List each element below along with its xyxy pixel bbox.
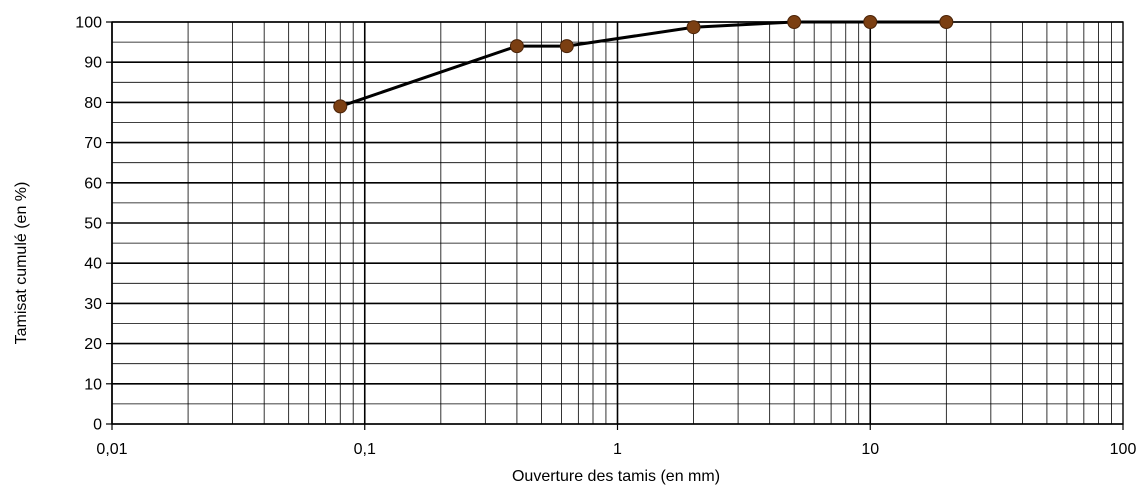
- grid: [111, 21, 1123, 425]
- y-tick-label: 60: [84, 175, 102, 192]
- data-point: [333, 99, 348, 114]
- y-axis-label: Tamisat cumulé (en %): [13, 182, 30, 345]
- data-point: [509, 39, 524, 54]
- plot-frame: [106, 21, 1124, 430]
- x-tick-label: 0,01: [96, 441, 127, 458]
- y-tick-label: 20: [84, 336, 102, 353]
- data-point: [686, 20, 701, 35]
- y-tick-labels: 0 10 20 30 40 50 60 70 80 90 100: [75, 15, 102, 434]
- y-tick-label: 40: [84, 256, 102, 273]
- series-line: [339, 20, 947, 108]
- series: [333, 15, 954, 114]
- data-point: [939, 15, 954, 29]
- y-tick-label: 50: [84, 216, 102, 233]
- y-tick-label: 100: [75, 15, 102, 32]
- x-axis-label: Ouverture des tamis (en mm): [512, 468, 720, 485]
- x-tick-label: 0,1: [354, 441, 376, 458]
- x-tick-label: 10: [861, 441, 879, 458]
- data-point: [787, 15, 802, 29]
- x-tick-label: 100: [1110, 441, 1137, 458]
- y-tick-label: 0: [93, 417, 102, 434]
- x-tick-labels: 0,01 0,1 1 10 100: [96, 441, 1136, 458]
- y-tick-label: 10: [84, 376, 102, 393]
- x-tick-label: 1: [613, 441, 622, 458]
- y-tick-label: 30: [84, 296, 102, 313]
- y-tick-label: 70: [84, 135, 102, 152]
- data-point: [863, 15, 878, 29]
- data-point: [559, 39, 574, 54]
- y-tick-label: 80: [84, 95, 102, 112]
- y-tick-label: 90: [84, 55, 102, 72]
